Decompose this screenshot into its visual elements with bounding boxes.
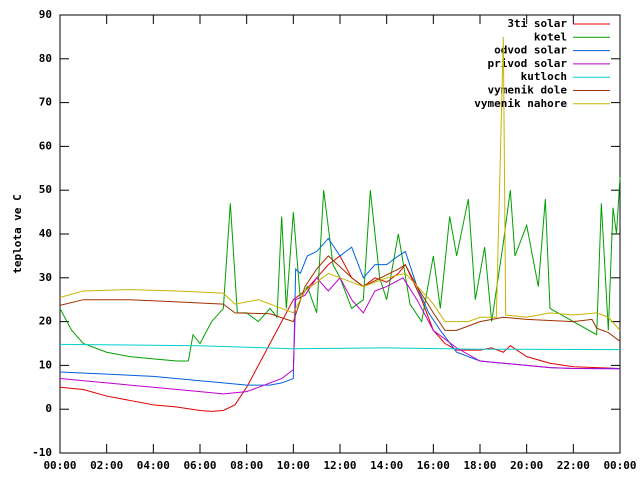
x-tick-label: 20:00 — [510, 459, 543, 472]
series-line — [59, 343, 621, 351]
y-tick-label: 30 — [39, 271, 52, 284]
legend-label: vymenik nahore — [474, 97, 567, 110]
x-tick-label: 18:00 — [463, 459, 496, 472]
x-tick-label: 12:00 — [323, 459, 356, 472]
y-tick-label: 90 — [39, 8, 52, 21]
x-tick-label: 00:00 — [43, 459, 76, 472]
x-tick-label: 02:00 — [90, 459, 123, 472]
y-tick-label: 60 — [39, 139, 52, 152]
y-tick-label: 80 — [39, 52, 52, 65]
legend-label: kotel — [534, 30, 567, 43]
series-line — [59, 177, 621, 362]
y-tick-label: 40 — [39, 227, 52, 240]
legend-label: 3ti solar — [507, 17, 567, 30]
x-tick-label: 16:00 — [417, 459, 450, 472]
y-tick-label: 0 — [45, 402, 52, 415]
legend-label: privod solar — [488, 57, 568, 70]
x-tick-label: 22:00 — [557, 459, 590, 472]
y-tick-label: 70 — [39, 96, 52, 109]
x-tick-label: 10:00 — [277, 459, 310, 472]
series-line — [59, 255, 621, 412]
legend-label: vymenik dole — [488, 84, 568, 97]
legend-label: odvod solar — [494, 44, 567, 57]
y-tick-label: -10 — [32, 446, 52, 459]
y-tick-label: 10 — [39, 358, 52, 371]
series-line — [59, 276, 621, 395]
y-axis-label: teplota ve C — [11, 194, 24, 273]
series-line — [59, 36, 621, 331]
x-tick-label: 14:00 — [370, 459, 403, 472]
series-line — [59, 255, 621, 342]
series-line — [59, 237, 620, 386]
x-tick-label: 08:00 — [230, 459, 263, 472]
legend-label: kutloch — [521, 70, 567, 83]
x-tick-label: 00:00 — [603, 459, 636, 472]
y-tick-label: 50 — [39, 183, 52, 196]
x-tick-label: 06:00 — [183, 459, 216, 472]
x-tick-label: 04:00 — [137, 459, 170, 472]
y-tick-label: 20 — [39, 315, 52, 328]
